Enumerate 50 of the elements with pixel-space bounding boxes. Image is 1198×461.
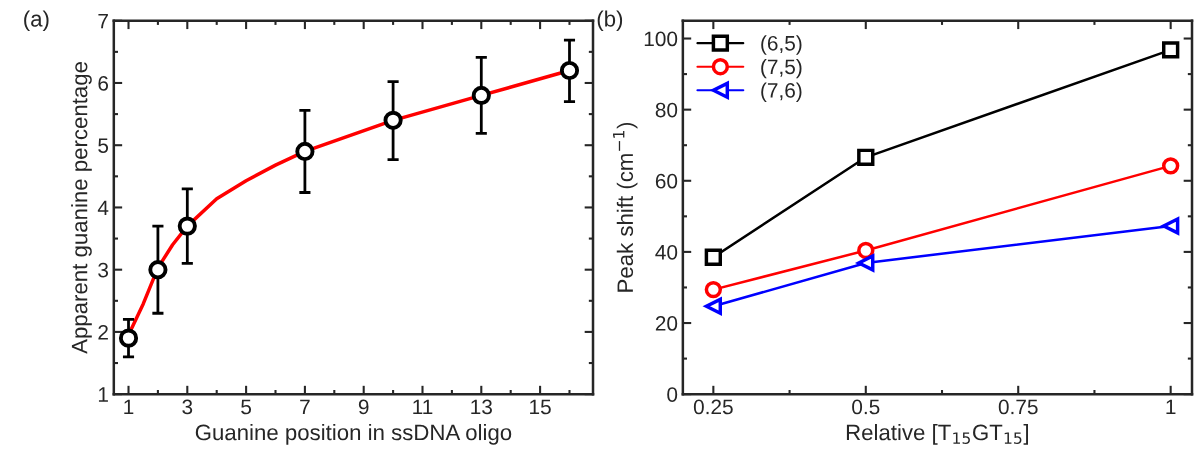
point: [857, 254, 875, 272]
point: [702, 296, 723, 316]
y-axis-title: Peak shift (cm$^{−1}$): [613, 122, 638, 292]
y-tick-label: 20: [655, 316, 678, 331]
point: [704, 248, 723, 266]
x-tick-label: 9: [358, 399, 369, 415]
chart-title: (a): [24, 10, 49, 32]
y-tick-label: 1: [98, 387, 108, 402]
point: [118, 328, 139, 348]
point: [295, 141, 315, 162]
point: [177, 216, 197, 236]
x-tick-label: 0.25: [693, 399, 733, 415]
legend-label: (6,5): [761, 35, 802, 55]
point: [1161, 217, 1180, 235]
x-tick-label: 5: [241, 399, 252, 415]
x-tick-label: 11: [413, 399, 433, 415]
x-tick-label: 0.5: [852, 399, 880, 415]
x-tick-label: 1: [1166, 399, 1176, 415]
point: [857, 148, 875, 166]
point: [1161, 41, 1180, 59]
y-tick-label: 40: [655, 244, 678, 260]
y-axis-title: Apparent guanine percentage: [71, 62, 92, 354]
y-tick-label: 6: [98, 75, 109, 91]
x-tick-label: 0.75: [998, 399, 1038, 415]
y-tick-label: 5: [98, 138, 109, 153]
point: [704, 280, 723, 299]
y-tick-label: 2: [98, 324, 108, 340]
y-tick-label: 3: [98, 262, 109, 278]
x-axis-title: Relative [T$_{15}$GT$_{15}$]: [846, 423, 1028, 445]
point: [559, 60, 580, 81]
y-tick-label: 100: [644, 31, 678, 47]
y-tick-label: 7: [98, 13, 108, 29]
x-tick-label: 7: [300, 399, 310, 415]
x-tick-label: 3: [182, 399, 193, 415]
point: [383, 110, 403, 130]
x-tick-label: 1: [124, 399, 134, 415]
y-tick-label: 80: [655, 102, 678, 118]
y-tick-label: 60: [655, 173, 678, 189]
legend-label: (7,5): [761, 58, 802, 79]
point: [471, 85, 491, 106]
point: [1161, 157, 1180, 175]
y-tick-label: 4: [97, 200, 109, 215]
chart-title: (b): [597, 10, 623, 32]
x-tick-label: 15: [530, 399, 551, 415]
legend-label: (7,6): [761, 82, 802, 102]
y-tick-label: 0: [667, 387, 678, 402]
point: [148, 260, 168, 280]
x-axis-title: Guanine position in ssDNA oligo: [195, 423, 512, 445]
point: [857, 241, 875, 260]
x-tick-label: 13: [471, 399, 492, 415]
